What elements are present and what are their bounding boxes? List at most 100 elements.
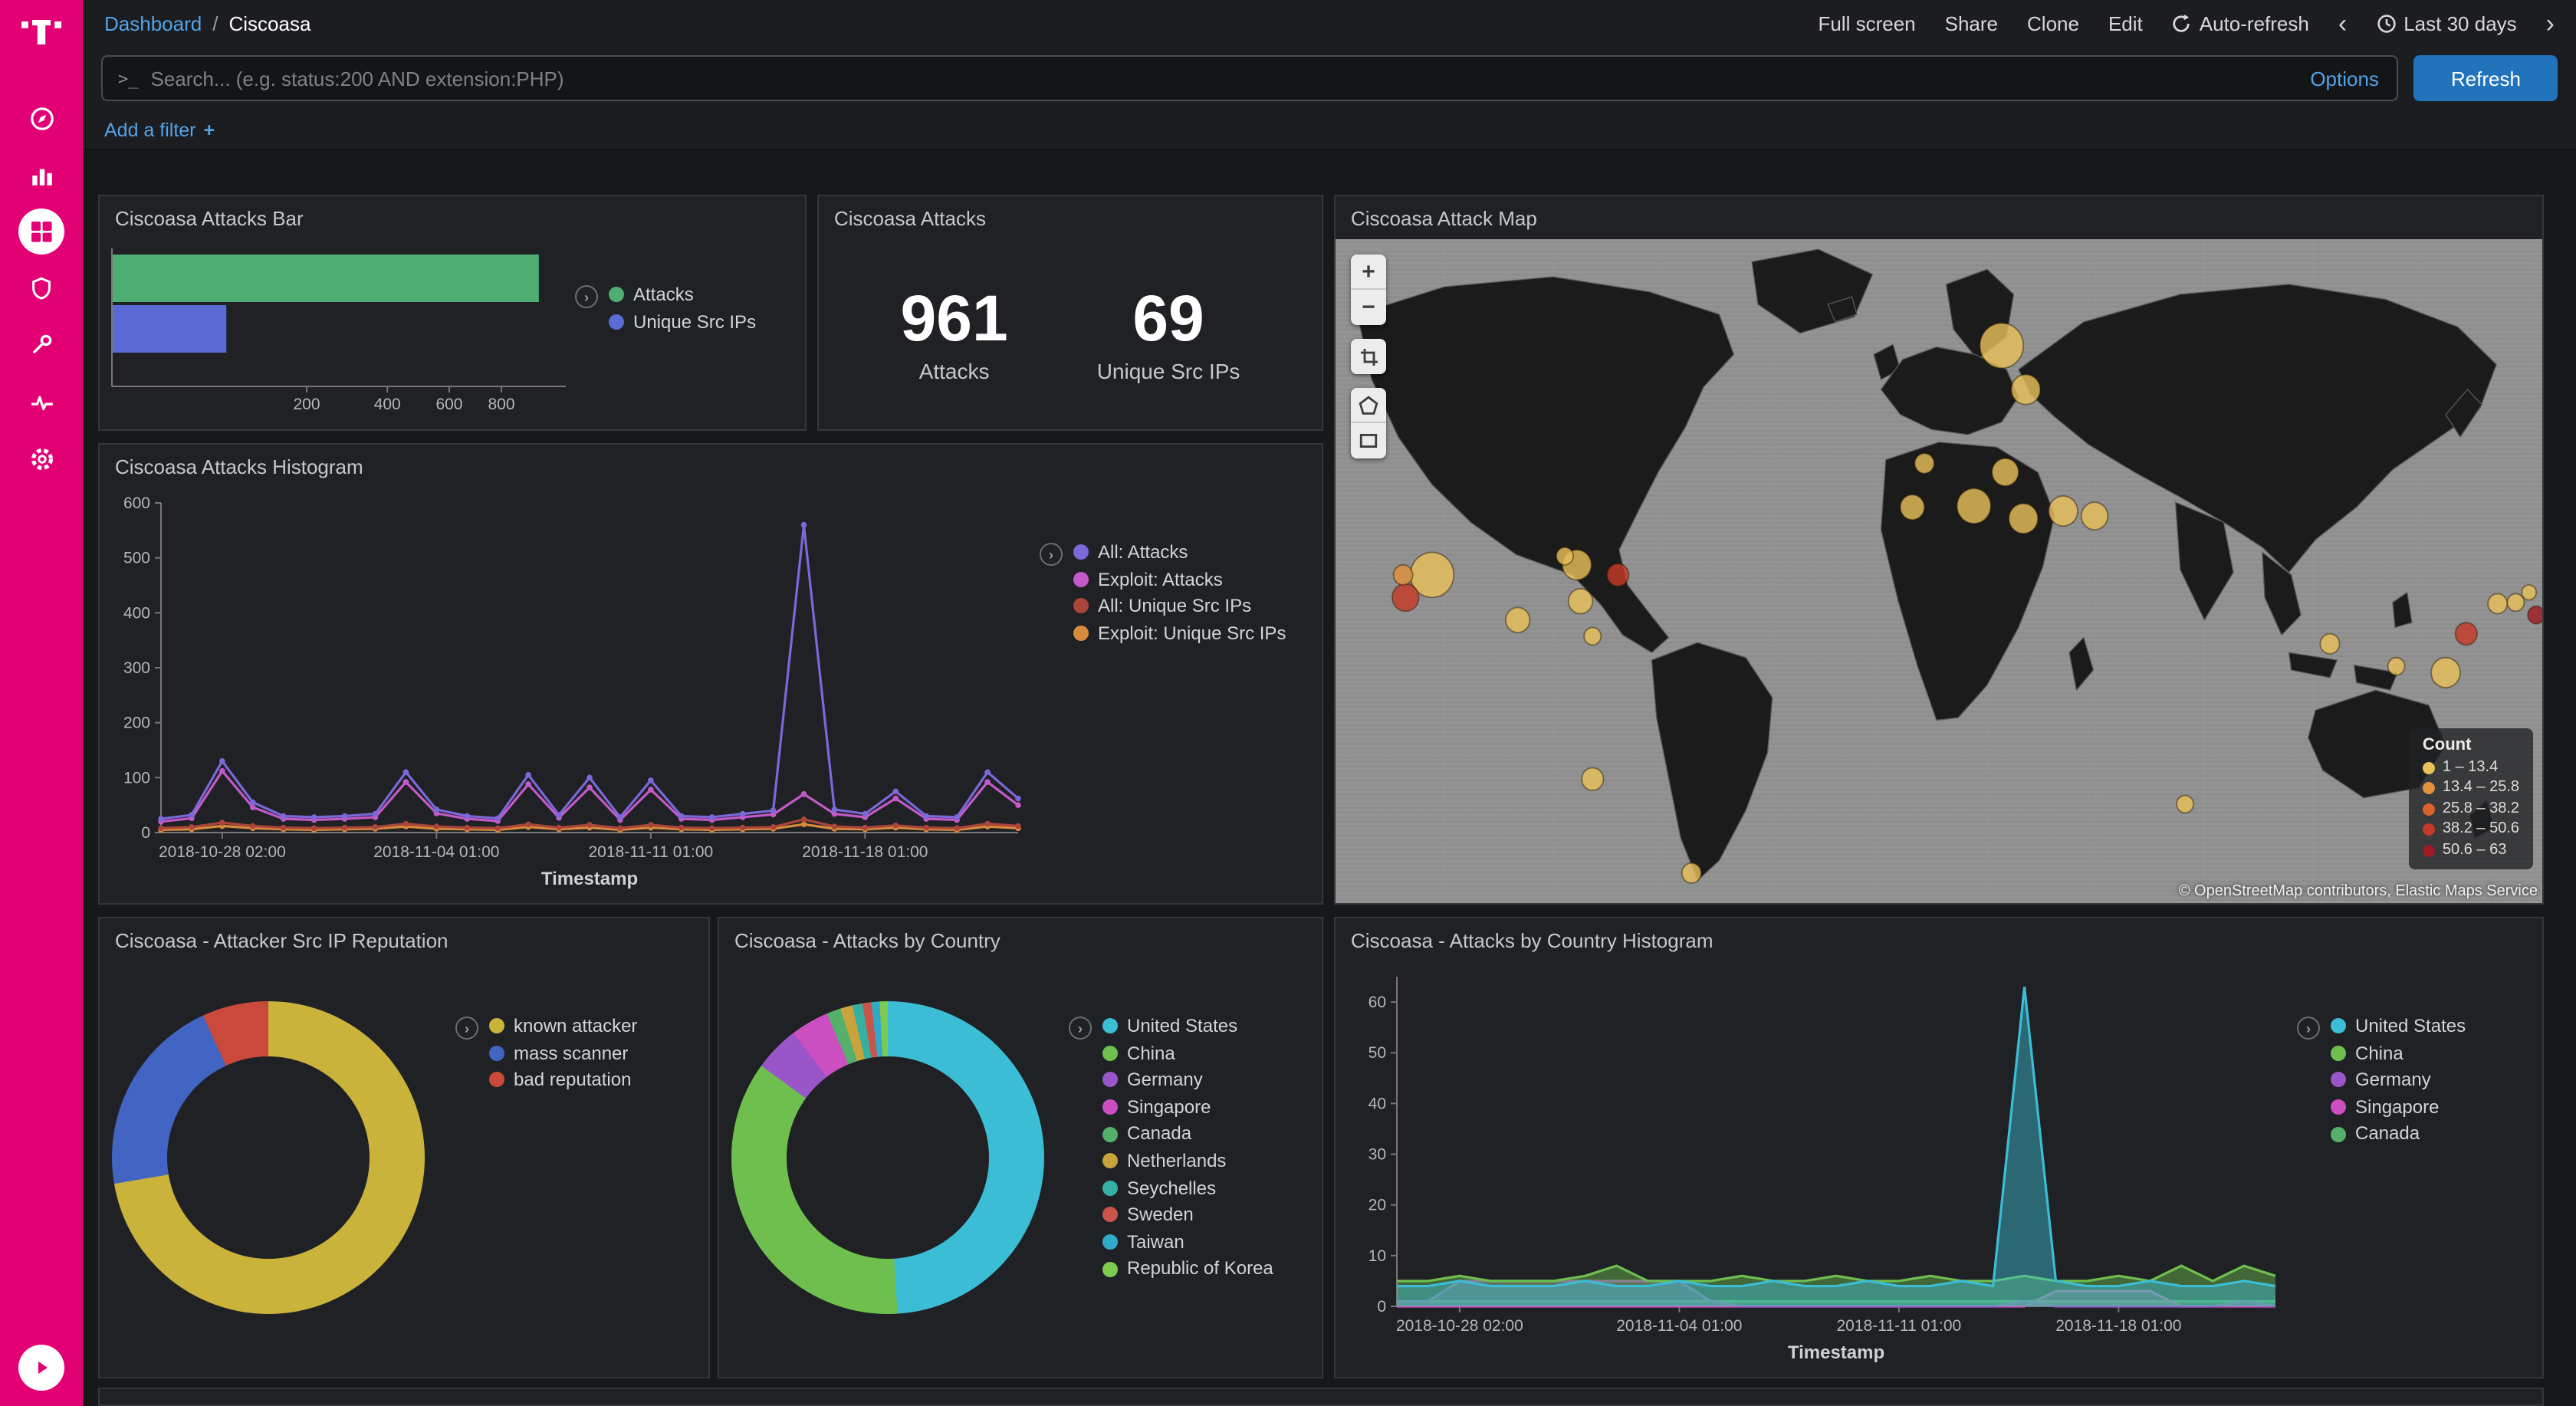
full-screen-button[interactable]: Full screen [1818, 11, 1916, 34]
legend-item[interactable]: United States [2331, 1017, 2466, 1036]
map-marker[interactable] [1392, 563, 1414, 586]
map-marker[interactable] [2521, 583, 2538, 601]
map-marker[interactable] [1956, 488, 1992, 524]
expand-legend-icon[interactable] [575, 285, 598, 308]
legend-item[interactable]: Germany [2331, 1070, 2466, 1089]
search-input[interactable] [150, 67, 2298, 90]
sidebar-collapse-button[interactable] [18, 1345, 64, 1391]
map-marker[interactable] [1556, 546, 1575, 566]
map-marker[interactable] [1583, 626, 1602, 646]
fit-data-bounds-button[interactable] [1351, 339, 1386, 374]
breadcrumb-dashboard-link[interactable]: Dashboard [104, 11, 202, 34]
legend-item[interactable]: China [1102, 1043, 1273, 1063]
terminal-prompt-icon [118, 64, 139, 92]
legend-dot [1102, 1099, 1118, 1115]
draw-polygon-button[interactable] [1351, 388, 1386, 423]
legend-item[interactable]: 25.8 – 38.2 [2422, 800, 2519, 817]
legend-item[interactable]: Netherlands [1102, 1151, 1273, 1171]
add-filter-link[interactable]: Add a filter + [104, 119, 215, 140]
map-marker[interactable] [2080, 501, 2109, 531]
map-marker[interactable] [1899, 494, 1926, 521]
legend-item[interactable]: Unique Src IPs [609, 312, 756, 331]
map-marker[interactable] [2176, 794, 2195, 814]
map-marker[interactable] [2008, 502, 2039, 534]
map-marker[interactable] [1392, 583, 1420, 613]
legend-item[interactable]: Seychelles [1102, 1178, 1273, 1197]
legend-item[interactable]: 38.2 – 50.6 [2422, 821, 2519, 838]
map-marker[interactable] [1504, 606, 1531, 634]
draw-rectangle-button[interactable] [1351, 423, 1386, 458]
legend-item[interactable]: China [2331, 1043, 2466, 1063]
legend-item[interactable]: Taiwan [1102, 1232, 1273, 1252]
sidebar-item-dashboard[interactable] [18, 209, 64, 255]
attacks-histogram-svg: 0 100 200 300 400 500 600 2018-10-28 02:00 2018-… [123, 494, 1021, 889]
src-ip-reputation-donut[interactable] [112, 1001, 425, 1314]
map-marker[interactable] [2048, 494, 2078, 527]
map-marker[interactable] [1991, 457, 2019, 487]
expand-legend-icon[interactable] [2297, 1017, 2320, 1040]
metric-label: Attacks [918, 358, 990, 383]
legend-item[interactable]: Exploit: Attacks [1073, 570, 1286, 589]
legend-item[interactable]: Singapore [2331, 1097, 2466, 1117]
t-mobile-logo[interactable] [21, 11, 61, 55]
attacks-by-country-donut[interactable] [731, 1001, 1044, 1314]
map-marker[interactable] [1581, 767, 1605, 791]
bar-Unique Src IPs[interactable] [112, 305, 227, 353]
auto-refresh-button[interactable]: Auto-refresh [2172, 11, 2309, 34]
line-series [1397, 987, 2276, 1288]
map-marker[interactable] [1606, 563, 1630, 587]
bar-Attacks[interactable] [112, 255, 539, 302]
legend-item[interactable]: Attacks [609, 285, 756, 304]
legend-item[interactable]: 13.4 – 25.8 [2422, 780, 2519, 797]
map-marker[interactable] [2010, 373, 2042, 406]
share-button[interactable]: Share [1944, 11, 1999, 34]
map-marker[interactable] [1979, 322, 2025, 370]
map-marker[interactable] [2319, 632, 2341, 655]
time-forward-button[interactable]: › [2545, 8, 2555, 38]
sidebar-item-management[interactable] [18, 435, 64, 481]
time-back-button[interactable]: ‹ [2338, 8, 2348, 38]
legend-item[interactable]: known attacker [489, 1017, 637, 1036]
legend-item[interactable]: All: Attacks [1073, 543, 1286, 562]
sidebar-item-discover[interactable] [18, 95, 64, 141]
legend-item[interactable]: Exploit: Unique Src IPs [1073, 623, 1286, 643]
legend-item[interactable]: United States [1102, 1017, 1273, 1036]
legend-dot [1073, 571, 1089, 587]
zoom-out-button[interactable]: − [1351, 290, 1386, 325]
legend-item[interactable]: Canada [1102, 1125, 1273, 1144]
legend-item[interactable]: All: Unique Src IPs [1073, 596, 1286, 616]
legend-item[interactable]: Canada [2331, 1125, 2466, 1144]
map-marker[interactable] [2506, 593, 2525, 613]
expand-legend-icon[interactable] [455, 1017, 478, 1040]
map-marker[interactable] [2387, 656, 2406, 676]
refresh-button[interactable]: Refresh [2413, 55, 2558, 101]
clone-button[interactable]: Clone [2027, 11, 2079, 34]
legend-item[interactable]: 50.6 – 63 [2422, 842, 2519, 859]
legend-item[interactable]: Republic of Korea [1102, 1259, 1273, 1279]
legend-item[interactable]: mass scanner [489, 1043, 637, 1063]
legend-item[interactable]: Germany [1102, 1070, 1273, 1089]
legend-item[interactable]: Sweden [1102, 1205, 1273, 1224]
query-options-link[interactable]: Options [2310, 67, 2379, 90]
expand-legend-icon[interactable] [1069, 1017, 1092, 1040]
map-marker[interactable] [2454, 622, 2478, 646]
sidebar-item-visualize[interactable] [18, 152, 64, 198]
map-marker[interactable] [2527, 605, 2542, 625]
map-marker[interactable] [2487, 593, 2509, 615]
map-marker[interactable] [2430, 656, 2461, 688]
edit-button[interactable]: Edit [2108, 11, 2143, 34]
area-series [1397, 1301, 2275, 1306]
legend-item[interactable]: Singapore [1102, 1097, 1273, 1117]
legend-item[interactable]: bad reputation [489, 1070, 637, 1089]
sidebar-item-devtools[interactable] [18, 322, 64, 368]
time-range-picker[interactable]: Last 30 days [2376, 11, 2517, 34]
map-marker[interactable] [1914, 452, 1935, 475]
map-marker[interactable] [1681, 862, 1702, 884]
sidebar-item-monitoring[interactable] [18, 379, 64, 425]
sidebar-item-siem[interactable] [18, 265, 64, 311]
legend-item[interactable]: 1 – 13.4 [2422, 759, 2519, 776]
map-marker[interactable] [1567, 587, 1594, 615]
attack-map[interactable]: + − [1336, 239, 2542, 903]
zoom-in-button[interactable]: + [1351, 255, 1386, 290]
expand-legend-icon[interactable] [1040, 543, 1063, 566]
